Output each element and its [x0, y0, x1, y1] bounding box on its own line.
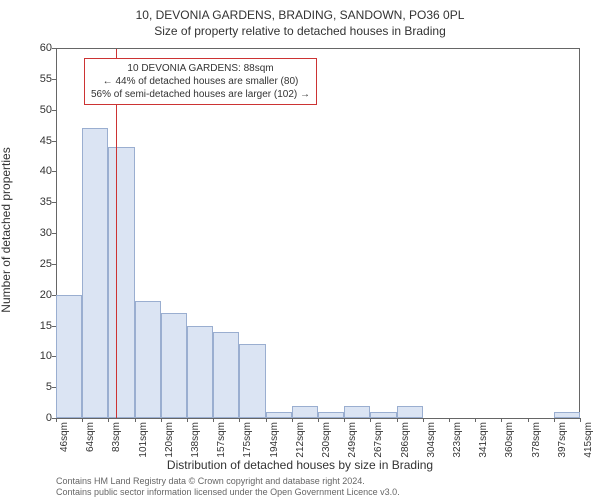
- y-tick-label: 5: [12, 381, 52, 393]
- y-tick-label: 10: [12, 350, 52, 362]
- x-tick-mark: [423, 418, 424, 422]
- histogram-bar: [56, 295, 82, 418]
- x-tick-label: 157sqm: [216, 422, 227, 458]
- footer-line1: Contains HM Land Registry data © Crown c…: [56, 476, 400, 487]
- x-tick-label: 46sqm: [59, 422, 70, 452]
- x-tick-mark: [344, 418, 345, 422]
- x-tick-label: 83sqm: [111, 422, 122, 452]
- y-tick-label: 50: [12, 104, 52, 116]
- x-tick-mark: [475, 418, 476, 422]
- y-tick-mark: [52, 356, 56, 357]
- x-tick-label: 304sqm: [426, 422, 437, 458]
- annotation-line1: 10 DEVONIA GARDENS: 88sqm: [91, 62, 310, 75]
- x-tick-mark: [56, 418, 57, 422]
- x-tick-label: 341sqm: [478, 422, 489, 458]
- x-tick-label: 101sqm: [138, 422, 149, 458]
- histogram-bar: [161, 313, 187, 418]
- x-tick-mark: [554, 418, 555, 422]
- x-tick-label: 249sqm: [347, 422, 358, 458]
- x-tick-label: 323sqm: [452, 422, 463, 458]
- annotation-line2: ← 44% of detached houses are smaller (80…: [91, 75, 310, 88]
- y-tick-mark: [52, 295, 56, 296]
- x-tick-mark: [292, 418, 293, 422]
- x-tick-label: 212sqm: [295, 422, 306, 458]
- x-tick-label: 397sqm: [557, 422, 568, 458]
- footer-line2: Contains public sector information licen…: [56, 487, 400, 498]
- y-tick-label: 20: [12, 289, 52, 301]
- y-tick-mark: [52, 233, 56, 234]
- y-tick-label: 45: [12, 135, 52, 147]
- y-tick-mark: [52, 326, 56, 327]
- annotation-line3: 56% of semi-detached houses are larger (…: [91, 88, 310, 101]
- x-tick-mark: [580, 418, 581, 422]
- histogram-bar: [370, 412, 396, 418]
- x-tick-mark: [187, 418, 188, 422]
- x-tick-label: 64sqm: [85, 422, 96, 452]
- y-tick-mark: [52, 202, 56, 203]
- y-tick-mark: [52, 264, 56, 265]
- chart-title-main: 10, DEVONIA GARDENS, BRADING, SANDOWN, P…: [0, 0, 600, 22]
- x-axis-title: Distribution of detached houses by size …: [0, 458, 600, 472]
- chart-title-sub: Size of property relative to detached ho…: [0, 22, 600, 38]
- histogram-bar: [266, 412, 292, 418]
- y-tick-mark: [52, 79, 56, 80]
- x-tick-label: 378sqm: [531, 422, 542, 458]
- y-tick-mark: [52, 141, 56, 142]
- x-tick-mark: [135, 418, 136, 422]
- x-tick-mark: [82, 418, 83, 422]
- histogram-bar: [108, 147, 134, 418]
- y-tick-label: 15: [12, 320, 52, 332]
- y-tick-mark: [52, 110, 56, 111]
- y-tick-label: 0: [12, 412, 52, 424]
- histogram-bar: [292, 406, 318, 418]
- y-tick-mark: [52, 387, 56, 388]
- x-tick-mark: [528, 418, 529, 422]
- x-tick-label: 230sqm: [321, 422, 332, 458]
- x-tick-mark: [370, 418, 371, 422]
- histogram-bar: [554, 412, 580, 418]
- footer-attribution: Contains HM Land Registry data © Crown c…: [56, 476, 400, 498]
- histogram-bar: [213, 332, 239, 418]
- x-tick-label: 120sqm: [164, 422, 175, 458]
- x-tick-mark: [239, 418, 240, 422]
- x-tick-label: 267sqm: [373, 422, 384, 458]
- histogram-bar: [135, 301, 161, 418]
- reference-annotation-box: 10 DEVONIA GARDENS: 88sqm ← 44% of detac…: [84, 58, 317, 105]
- x-tick-mark: [501, 418, 502, 422]
- x-tick-mark: [266, 418, 267, 422]
- y-tick-label: 25: [12, 258, 52, 270]
- y-tick-mark: [52, 48, 56, 49]
- histogram-bar: [187, 326, 213, 419]
- histogram-bar: [318, 412, 344, 418]
- y-tick-label: 30: [12, 227, 52, 239]
- x-tick-mark: [213, 418, 214, 422]
- x-tick-mark: [397, 418, 398, 422]
- x-tick-label: 175sqm: [242, 422, 253, 458]
- x-tick-label: 194sqm: [269, 422, 280, 458]
- x-tick-label: 286sqm: [400, 422, 411, 458]
- histogram-bar: [397, 406, 423, 418]
- x-tick-mark: [318, 418, 319, 422]
- histogram-bar: [239, 344, 265, 418]
- y-tick-label: 55: [12, 73, 52, 85]
- y-tick-label: 35: [12, 196, 52, 208]
- y-tick-mark: [52, 171, 56, 172]
- histogram-bar: [344, 406, 370, 418]
- y-tick-label: 60: [12, 42, 52, 54]
- x-tick-mark: [161, 418, 162, 422]
- x-tick-mark: [108, 418, 109, 422]
- x-tick-label: 138sqm: [190, 422, 201, 458]
- x-tick-label: 360sqm: [504, 422, 515, 458]
- y-tick-label: 40: [12, 165, 52, 177]
- x-tick-label: 415sqm: [583, 422, 594, 458]
- histogram-bar: [82, 128, 108, 418]
- x-tick-mark: [449, 418, 450, 422]
